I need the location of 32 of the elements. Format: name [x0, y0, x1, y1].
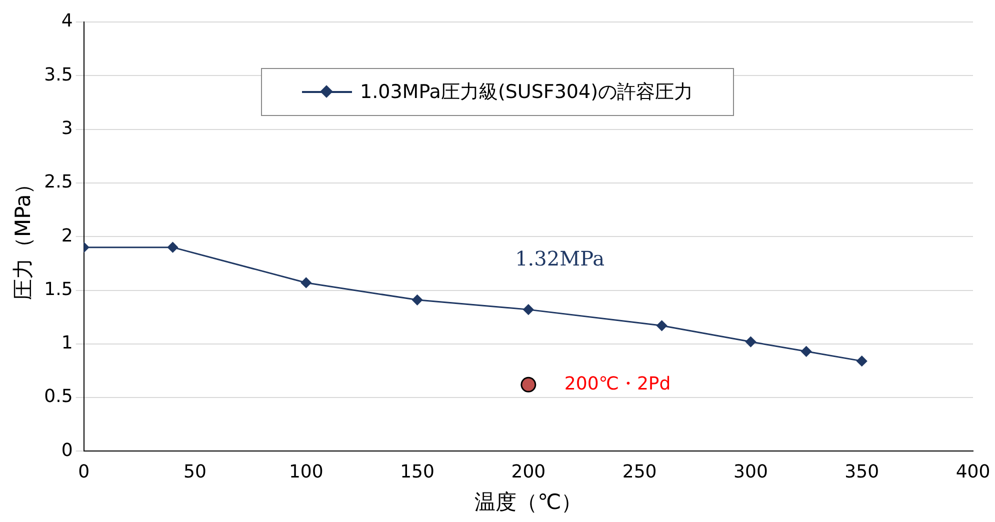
y-tick-label: 1.5 — [44, 278, 73, 300]
point — [300, 277, 312, 288]
x-tick-label: 300 — [734, 462, 768, 483]
y-tick-label: 2.5 — [44, 172, 73, 193]
x-tick-label: 350 — [844, 462, 880, 483]
point — [167, 242, 178, 253]
y-tick-label: 1 — [61, 332, 73, 354]
x-tick-label: 50 — [184, 462, 206, 483]
annotation: 1.32MPa — [515, 246, 605, 270]
annotation: 200℃・2Pd — [564, 373, 671, 394]
y-axis-title: 圧力（MPa） — [11, 173, 36, 300]
y-tick-label: 4 — [61, 10, 73, 32]
x-tick-label: 250 — [622, 462, 657, 483]
point — [412, 294, 423, 306]
point — [523, 304, 534, 315]
y-tick-label: 0 — [61, 440, 73, 461]
y-tick-label: 3.5 — [44, 64, 73, 86]
point — [656, 320, 668, 331]
x-tick-label: 0 — [78, 462, 90, 483]
x-tick-label: 150 — [400, 462, 434, 483]
x-tick-label: 100 — [288, 462, 324, 483]
legend-label: 1.03MPa圧力級(SUSF304)の許容圧力 — [360, 80, 693, 105]
x-axis-title: 温度（℃） — [474, 490, 582, 514]
x-tick-label: 200 — [511, 462, 546, 483]
point — [801, 346, 812, 357]
point — [520, 376, 536, 392]
y-tick-label: 2 — [61, 225, 73, 246]
point — [856, 356, 868, 366]
y-tick-label: 3 — [61, 118, 73, 139]
y-tick-label: 0.5 — [44, 386, 73, 408]
x-tick-label: 400 — [956, 462, 990, 483]
point — [745, 336, 756, 348]
